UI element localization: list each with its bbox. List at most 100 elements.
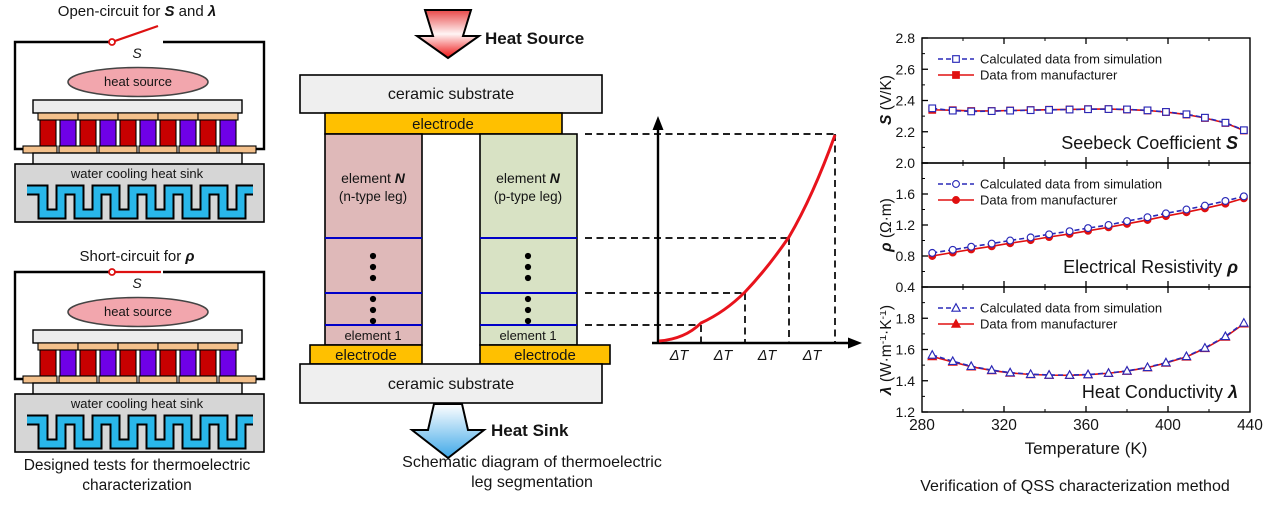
heat-source-label: heat source (104, 304, 172, 319)
legend-item: Data from manufacturer (938, 317, 1118, 332)
y-tick-label: 1.2 (896, 217, 916, 233)
plot-0: 2.0 2.2 2.4 2.6 2.8 Calculated data from simu… (896, 30, 1251, 171)
p-type-leg (479, 133, 578, 346)
segment-construction-dashes (585, 133, 836, 343)
y-tick-label: 2.6 (896, 61, 916, 77)
x-tick-label: 320 (991, 417, 1017, 434)
data-point-simulation (966, 360, 977, 370)
data-point-simulation (1065, 227, 1074, 236)
switch-label: S (132, 45, 142, 61)
open-circuit-title: Open-circuit for S and λ (58, 3, 216, 20)
title-part: and (175, 3, 208, 20)
label-part: (V/K) (880, 75, 895, 115)
heat-sink-arrow (409, 403, 487, 460)
data-point-simulation (1143, 106, 1152, 115)
water-cooling-label: water cooling heat sink (70, 396, 204, 411)
element1-label-p: element 1 (499, 328, 556, 343)
data-point-simulation (1006, 236, 1015, 245)
data-point-simulation (1181, 350, 1192, 361)
heat-source-label: heat source (104, 74, 172, 89)
data-point-simulation (1160, 357, 1172, 367)
data-point-simulation (1123, 217, 1131, 226)
data-point-simulation (927, 349, 938, 359)
y-axis-title-resistivity: ρ (Ω·m) (880, 198, 895, 253)
switch-open-lever (111, 24, 159, 44)
right-caption: Verification of QSS characterization met… (920, 478, 1230, 495)
y-tick-label: 2.8 (896, 30, 916, 46)
data-point-simulation (1025, 368, 1036, 378)
data-point-simulation (928, 248, 937, 257)
data-point-simulation (986, 364, 997, 374)
annotation-symbol: S (1226, 133, 1238, 153)
legend-item: Calculated data from simulation (938, 52, 1162, 67)
legend-marker (952, 196, 960, 204)
data-point-simulation (1065, 105, 1074, 114)
title-part: Open-circuit for (58, 3, 165, 20)
right-panel-charts: S (V/K) ρ (Ω·m) λ (W·m-1·K-1) Verificati… (880, 30, 1263, 495)
ellipsis-dots (369, 252, 532, 325)
legend-item: Data from manufacturer (938, 68, 1118, 83)
data-point-simulation (1104, 105, 1113, 113)
left-caption-line1: Designed tests for thermoelectric (24, 457, 251, 474)
data-point-simulation (1044, 369, 1055, 379)
label-part: element (341, 170, 395, 186)
y-tick-label: 1.6 (896, 186, 916, 202)
x-tick-label: 280 (909, 417, 935, 434)
y-tick-label: 2.4 (896, 93, 916, 109)
x-axis-arrowhead (848, 337, 862, 349)
x-tick-label: 400 (1155, 417, 1181, 434)
temperature-profile-curve (658, 134, 837, 343)
segment-dividers (325, 237, 577, 326)
test-rig-open-circuit (15, 42, 264, 222)
temperature-profile-axes (652, 128, 851, 345)
delta-t-label: ΔT (802, 348, 823, 364)
element1-label-n: element 1 (344, 328, 401, 343)
delta-t-label: ΔT (713, 348, 734, 364)
data-point-simulation (1182, 205, 1191, 214)
data-point-simulation (1238, 317, 1249, 327)
data-point-simulation (1201, 113, 1209, 122)
ceramic-substrate-bottom-label: ceramic substrate (388, 376, 514, 393)
electrode-bottom-left-label: electrode (335, 347, 397, 364)
heat-source-arrow (413, 9, 483, 60)
series-line-simulation (932, 195, 1245, 254)
y-axis-arrowhead (652, 116, 664, 130)
annotation-text: Heat Conductivity (1082, 382, 1228, 402)
data-point-simulation (1161, 209, 1170, 218)
switch-label: S (132, 275, 142, 291)
data-point-simulation (1123, 105, 1131, 114)
annotation-text: Seebeck Coefficient (1061, 133, 1226, 153)
y-tick-label: 0.4 (896, 279, 916, 295)
y-tick-label: 1.4 (896, 373, 916, 389)
electrode-top-label: electrode (412, 116, 474, 133)
heat-source-label: Heat Source (485, 29, 584, 48)
data-point-simulation (947, 355, 958, 365)
data-point-simulation (1220, 330, 1231, 341)
label-part: ·K (880, 319, 895, 335)
legend-item: Calculated data from simulation (938, 177, 1162, 192)
electrode-bottom-right-label: electrode (514, 347, 576, 364)
label-part: N (395, 170, 406, 186)
switch-pivot (108, 268, 116, 276)
legend-item: Data from manufacturer (938, 193, 1118, 208)
water-cooling-label: water cooling heat sink (70, 166, 204, 181)
annotation-text: Electrical Resistivity (1063, 257, 1227, 277)
data-point-simulation (1026, 233, 1035, 242)
title-part: λ (207, 3, 216, 20)
delta-t-label: ΔT (757, 348, 778, 364)
left-caption-line2: characterization (82, 477, 191, 494)
y-tick-label: 1.6 (896, 342, 916, 358)
legend-marker (952, 55, 960, 63)
data-point-simulation (1084, 224, 1093, 233)
y-tick-label: 2.0 (896, 155, 916, 171)
data-point-simulation (987, 239, 996, 248)
data-point-simulation (1006, 106, 1015, 115)
data-point-simulation (987, 107, 996, 115)
legend-item: Calculated data from simulation (938, 301, 1162, 316)
data-point-simulation (967, 107, 976, 116)
label-part: element (496, 170, 550, 186)
x-tick-label: 440 (1237, 417, 1263, 434)
legend-label: Calculated data from simulation (980, 177, 1162, 192)
label-part: (W·m (880, 344, 895, 386)
data-point-simulation (1142, 361, 1153, 372)
